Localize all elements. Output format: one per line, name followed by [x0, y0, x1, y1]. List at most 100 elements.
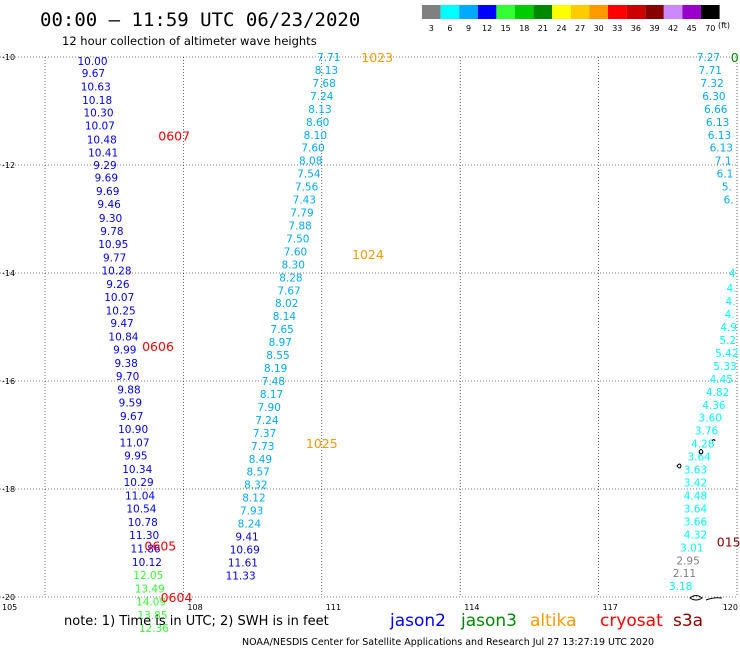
jason2-point: 10.30 [83, 108, 113, 120]
plot-grid [0, 56, 738, 598]
pass-time-label: 0604 [161, 590, 193, 605]
pass-time-label: 0606 [142, 339, 174, 354]
jason2-point: 9.29 [93, 160, 116, 172]
jason2-point: 10.18 [82, 95, 112, 107]
altika-point: 7.68 [312, 78, 335, 90]
s3a-point: 4.9 [720, 322, 737, 334]
jason2-point: 9.26 [106, 279, 130, 291]
jason2-point: 13.49 [135, 583, 165, 595]
s3a-point: 3.18 [669, 581, 692, 593]
s3a-point: 3.63 [684, 465, 707, 477]
s3a-point: 4. [726, 283, 736, 295]
island-outline [711, 439, 716, 442]
altika-point: 8.13 [315, 65, 338, 77]
s3a-point: 4.36 [702, 400, 726, 412]
altika-point: 7.67 [277, 285, 300, 297]
legend-swatch [608, 5, 627, 19]
jason2-point: 10.07 [104, 292, 134, 304]
legend-swatch [589, 5, 608, 19]
x-tick-label: 108 [187, 603, 202, 612]
legend-label: 9 [466, 24, 471, 33]
s3a-point: 4.45 [710, 374, 733, 386]
jason2-point: 13.85 [137, 610, 167, 622]
pass-time-label: 1024 [352, 247, 384, 262]
altika-point: 7.65 [270, 324, 293, 336]
jason2-point: 9.88 [117, 385, 140, 397]
s3a-point: 5.2 [719, 335, 736, 347]
s3a-point: 3.66 [684, 516, 708, 528]
altika-point: 8.17 [260, 389, 283, 401]
s3a-point: 2.95 [676, 555, 699, 567]
legend-label: 33 [612, 24, 622, 33]
altika-point: 8.30 [282, 259, 305, 271]
x-tick-label: 117 [603, 603, 618, 612]
altika-point: 8.10 [304, 130, 327, 142]
jason2-point: 12.36 [139, 623, 169, 635]
s3a-point: 3.42 [684, 478, 707, 490]
chart-title: 00:00 – 11:59 UTC 06/23/2020 [40, 9, 360, 31]
legend-label: 15 [501, 24, 511, 33]
jason2-point: 10.48 [87, 135, 117, 147]
legend-label: 39 [649, 24, 659, 33]
jason2-point: 10.34 [122, 464, 152, 476]
legend-swatch [682, 5, 701, 19]
legend-swatch [440, 5, 460, 19]
legend-swatch [496, 5, 515, 19]
s3a-point: 6.66 [704, 104, 728, 116]
jason2-point: 10.25 [106, 305, 136, 317]
jason2-point: 10.90 [118, 424, 148, 436]
data-points: 10.009.6710.6310.1810.3010.0710.4810.419… [77, 52, 738, 635]
altika-point: 7.50 [286, 233, 309, 245]
chart-subtitle: 12 hour collection of altimeter wave hei… [62, 34, 317, 48]
legend-swatch [570, 5, 590, 19]
altika-point: 7.60 [284, 246, 307, 258]
island-outline [676, 463, 682, 469]
jason2-point: 9.70 [116, 371, 139, 383]
pass-time-label: 0605 [144, 539, 176, 554]
altika-point: 7.48 [262, 376, 285, 388]
jason2-point: 9.38 [114, 358, 137, 370]
legend-swatch [459, 5, 478, 19]
s3a-point: 3.60 [699, 413, 722, 425]
jason2-point: 14.09 [136, 596, 166, 608]
jason2-point: 11.86 [131, 543, 161, 555]
satellite-jason2-label: jason2 [389, 611, 446, 631]
pass-time-label: 1025 [306, 436, 338, 451]
s3a-point: 5. [722, 182, 732, 194]
y-tick-label: -20 [2, 593, 15, 602]
s3a-point: 7.32 [700, 78, 723, 90]
jason2-point: 9.67 [82, 68, 105, 80]
altika-point: 8.57 [246, 467, 269, 479]
y-tick-label: -18 [2, 485, 15, 494]
altika-point: 8.08 [299, 156, 322, 168]
legend-swatch [422, 5, 441, 19]
altika-point: 7.60 [301, 143, 324, 155]
legend-label: 30 [594, 24, 604, 33]
altika-point: 7.54 [297, 169, 321, 181]
y-tick-label: -10 [2, 53, 15, 62]
altika-point: 8.32 [244, 480, 267, 492]
legend-label: 24 [556, 24, 566, 33]
altika-point: 7.37 [253, 428, 276, 440]
jason2-point: 12.05 [133, 570, 163, 582]
altika-point: 9.41 [235, 532, 258, 544]
s3a-point: 4.48 [684, 490, 707, 502]
s3a-point: 4. [726, 296, 736, 308]
land-marks [676, 439, 723, 601]
altika-point: 7.79 [290, 208, 313, 220]
jason2-point: 9.59 [119, 398, 142, 410]
x-tick-label: 114 [464, 603, 479, 612]
altika-point: 8.60 [306, 117, 329, 129]
altika-point: 8.19 [264, 363, 287, 375]
axis-ticks: 105 108 111 114 117 120 -10 -12 -14 -16 -18 -20 [2, 53, 738, 612]
x-tick-label: 105 [2, 603, 17, 612]
altika-point: 8.12 [242, 493, 265, 505]
altika-point: 7.71 [317, 52, 340, 64]
altika-point: 8.55 [266, 350, 289, 362]
s3a-point: 6. [724, 195, 734, 207]
legend-swatch [701, 5, 720, 19]
altika-point: 10.69 [230, 544, 260, 556]
pass-time-label: 0607 [158, 128, 190, 143]
legend-label: 45 [687, 24, 697, 33]
island-outline [698, 449, 704, 455]
